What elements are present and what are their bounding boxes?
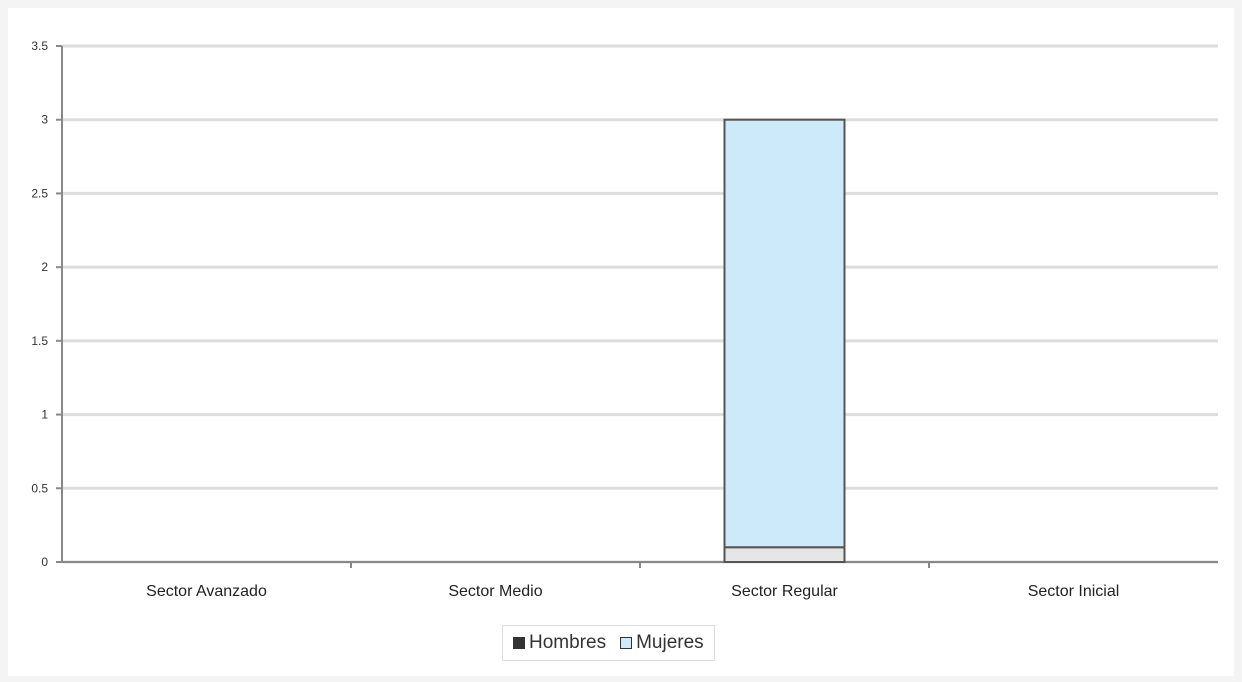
y-tick-label: 1 [41,408,48,422]
legend-label-hombres: Hombres [529,632,607,653]
legend-entry-mujeres: Mujeres [620,632,704,654]
y-tick-label: 1.5 [31,334,48,348]
y-tick-label: 0.5 [31,481,48,495]
x-category-label: Sector Medio [448,583,542,600]
y-tick-label: 2 [41,260,48,274]
x-category-label: Sector Regular [731,583,838,600]
bar-mujeres-sector-regular [723,118,846,549]
chart-card: 0 0.5 1 1.5 2 2.5 3 3.5 Sector Avanzado Sector Me… [8,8,1234,676]
legend-label-mujeres: Mujeres [636,632,704,653]
y-tick-label: 3 [41,113,48,127]
legend: Hombres Mujeres [502,625,715,661]
legend-swatch-hombres [513,637,525,649]
bar-hombres-sector-regular [723,546,846,563]
y-tick-label: 3.5 [31,39,48,53]
y-tick-label: 2.5 [31,186,48,200]
x-category-label: Sector Inicial [1028,583,1120,600]
x-category-label: Sector Avanzado [146,583,267,600]
bar-chart: 0 0.5 1 1.5 2 2.5 3 3.5 Sector Avanzado Sector Me… [31,39,1218,600]
legend-entry-hombres: Hombres [513,632,606,654]
y-tick-label: 0 [41,555,48,569]
legend-swatch-mujeres [620,637,633,649]
